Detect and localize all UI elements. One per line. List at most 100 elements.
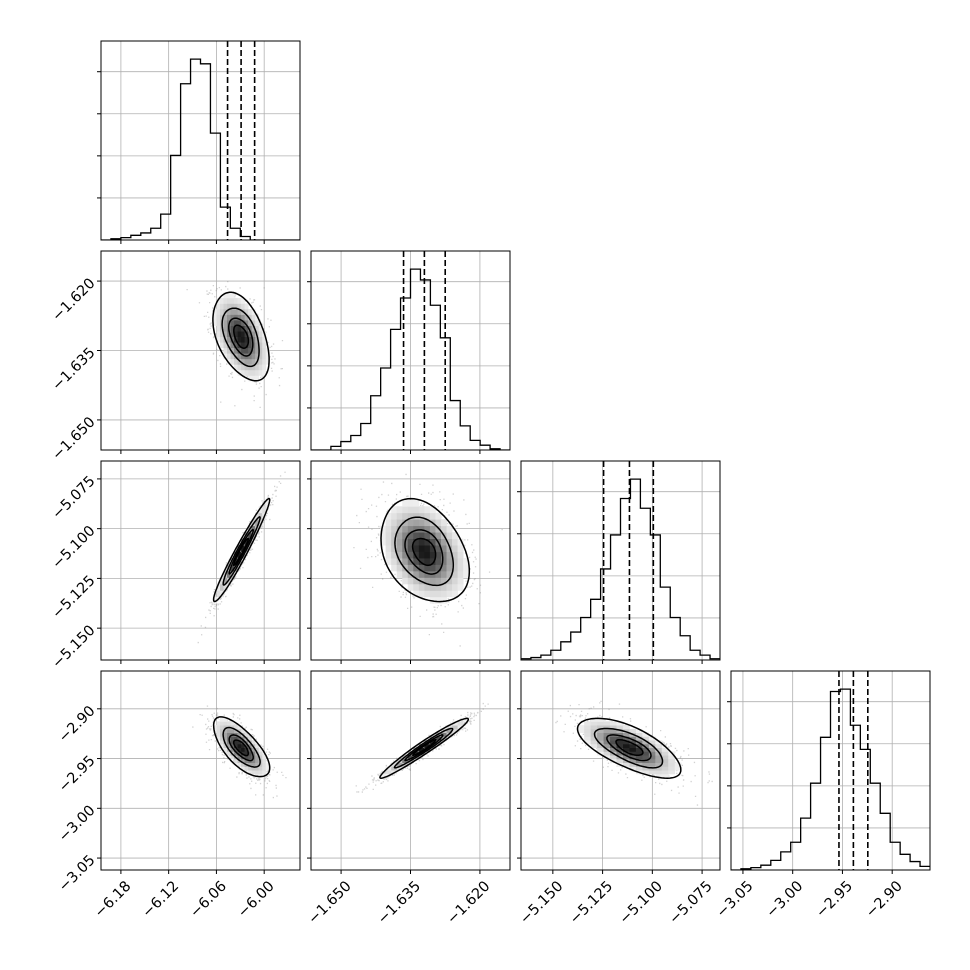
scatter-panel-p0-p3-density-cell-5-13 bbox=[223, 732, 228, 737]
scatter-panel-p0-p2-density-cell-14-14 bbox=[255, 519, 260, 527]
scatter-panel-p1-p2-density-cell-11-13 bbox=[429, 525, 436, 533]
scatter-panel-p0-p1-density-cell-12-8 bbox=[248, 342, 253, 349]
scatter-panel-p1-p2-density-cell-8-12 bbox=[413, 532, 420, 540]
scatter-panel-p2-p3-density-cell-17-5 bbox=[674, 762, 682, 767]
scatter-panel-p2-p3-density-cell-16-3 bbox=[668, 770, 676, 775]
scatter-panel-p0-p1-contour-3 bbox=[233, 324, 250, 349]
histogram-bar-p2-3 bbox=[551, 650, 561, 660]
scatter-panel-p0-p1-density-cell-11-11 bbox=[244, 325, 249, 332]
scatter-panel-p2-p3-density-cell-13-12 bbox=[648, 736, 656, 741]
scatter-panel-p0-p1-density-cell-10-4 bbox=[241, 364, 246, 371]
scatter-panel-p0-p2-density-cell-12-12 bbox=[248, 532, 253, 540]
scatter-panel-p1-p2-density-cell-15-11 bbox=[452, 538, 458, 546]
scatter-panel-p0-p1-density-cell-4-10 bbox=[219, 331, 224, 338]
scatter-panel-p0-p3-density-cell-11-11 bbox=[244, 740, 249, 745]
scatter-panel-p1-p2-contour-3 bbox=[411, 537, 437, 567]
scatter-panel-p0-p1-density-cell-7-7 bbox=[230, 347, 235, 354]
x-tick-label-p3-2: −2.95 bbox=[813, 878, 856, 921]
scatter-panel-p0-p1-density-cell-12-14 bbox=[248, 308, 253, 315]
scatter-panel-p0-p3-density-cell-16-4 bbox=[262, 766, 267, 771]
scatter-panel-p1-p2-density-cell-12-9 bbox=[435, 551, 442, 559]
scatter-panel-p0-p3-density-cell-13-5 bbox=[251, 762, 256, 767]
histogram-bar-p3-14 bbox=[870, 783, 880, 870]
scatter-panel-p0-p1-density-cell-13-5 bbox=[251, 358, 256, 365]
histogram-bar-p1-5 bbox=[361, 423, 371, 450]
scatter-panel-p1-p3-density-cell-15-15 bbox=[452, 725, 458, 730]
scatter-panel-p2-p3-density-cell-8-12 bbox=[616, 736, 624, 741]
scatter-panel-p2-p3-density-cell-4-12 bbox=[590, 736, 598, 741]
scatter-panel-p0-p1-density-cell-3-15 bbox=[216, 303, 221, 310]
scatter-panel-p2-p3-contour-1 bbox=[593, 727, 664, 769]
panel-border-p2 bbox=[520, 460, 721, 661]
scatter-panel-p1-p2-density-cell-11-16 bbox=[429, 506, 436, 514]
scatter-panel-p1-p2-density-cell-12-7 bbox=[435, 564, 442, 572]
scatter-panel-p2-p3-density-cell-10-6 bbox=[629, 758, 637, 764]
scatter-panel-p0-p2-contour-1 bbox=[222, 516, 261, 586]
scatter-panel-p1-p2-density-cell-9-13 bbox=[418, 525, 425, 533]
scatter-panel-p0-p1-density-cell-12-12 bbox=[248, 320, 253, 326]
y-tick-label-p2-0: −5.150 bbox=[49, 623, 98, 672]
histogram-bar-p2-16 bbox=[680, 636, 690, 660]
scatter-panel-p1-p2-density-cell-6-12 bbox=[402, 532, 409, 540]
scatter-panel-p2-p3-density-cell-3-16 bbox=[584, 721, 592, 726]
scatter-panel-p0-p3-density-cell-11-8 bbox=[244, 751, 249, 756]
scatter-panel-p0-p3-density-cell-14-4 bbox=[255, 766, 260, 771]
scatter-panel-p1-p2-density-cell-8-13 bbox=[413, 525, 420, 533]
scatter-panel-p1-p2-density-cell-4-10 bbox=[391, 545, 398, 552]
scatter-panel-p1-p3-density-cell-4-5 bbox=[391, 762, 398, 767]
scatter-panel-p0-p3-density-cell-17-5 bbox=[265, 762, 270, 767]
scatter-panel-p2-p3-density-cell-4-11 bbox=[590, 740, 598, 745]
scatter-panel-p1-p2-density-cell-6-14 bbox=[402, 519, 409, 527]
scatter-panel-p0-p3-density-cell-12-12 bbox=[248, 736, 253, 741]
scatter-panel-p1-p3-density-cell-7-7 bbox=[407, 755, 414, 760]
scatter-panel-p2-p3-density-cell-9-11 bbox=[622, 740, 630, 745]
histogram-bar-p3-13 bbox=[860, 749, 870, 870]
scatter-panel-p1-p2-density-cell-8-14 bbox=[413, 519, 420, 527]
scatter-panel-p0-p1-density-cell-6-17 bbox=[227, 292, 231, 299]
scatter-panel-p0-p2-content bbox=[101, 461, 300, 660]
scatter-panel-p0-p1-density-cell-11-4 bbox=[244, 364, 249, 371]
scatter-panel-p0-p1-density-cell-7-17 bbox=[230, 292, 235, 299]
histogram-panel-p2 bbox=[517, 460, 721, 661]
scatter-panel-p1-p2-density-cell-9-16 bbox=[418, 506, 425, 514]
scatter-panel-p0-p1-contour-1 bbox=[221, 307, 260, 368]
histogram-panel-p0 bbox=[97, 40, 301, 241]
scatter-panel-p2-p3-density-cell-11-5 bbox=[635, 762, 643, 767]
scatter-panel-p2-p3-density-cell-12-13 bbox=[642, 732, 650, 737]
scatter-panel-p0-p3-density-cell-13-3 bbox=[251, 770, 256, 775]
scatter-panel-p0-p3-density-cell-7-15 bbox=[230, 725, 235, 730]
scatter-panel-p1-p2-density-cell-13-7 bbox=[440, 564, 447, 572]
histogram-bar-p2-12 bbox=[640, 508, 650, 660]
scatter-panel-p0-p3-density-cell-4-13 bbox=[219, 732, 224, 737]
scatter-panel-p1-p2-density-cell-11-9 bbox=[429, 551, 436, 559]
scatter-panel-p0-p1-density-cell-8-16 bbox=[234, 297, 238, 304]
scatter-panel-p0-p3-density-cell-6-14 bbox=[227, 728, 231, 734]
scatter-panel-p0-p3-density-cell-13-6 bbox=[251, 758, 256, 764]
scatter-panel-p1-p2-density-cell-3-10 bbox=[385, 545, 392, 552]
scatter-panel-p0-p1-density-cell-2-13 bbox=[212, 314, 217, 321]
scatter-panel-p1-p3-density-cell-3-4 bbox=[385, 766, 392, 771]
scatter-panel-p2-p3-density-cell-6-7 bbox=[603, 755, 611, 760]
scatter-panel-p0-p3-density-cell-11-6 bbox=[244, 758, 249, 764]
scatter-panel-p0-p3-density-cell-13-11 bbox=[251, 740, 256, 745]
scatter-panel-p0-p3-density-cell-10-12 bbox=[241, 736, 246, 741]
x-tick-label-p3-3: −2.90 bbox=[863, 878, 906, 921]
scatter-panel-p1-p2-density-cell-2-12 bbox=[380, 532, 387, 540]
scatter-panel-p0-p2-density-cell-3-3 bbox=[216, 590, 221, 598]
scatter-panel-p2-p3-density-cell-8-15 bbox=[616, 725, 624, 730]
scatter-panel-p0-p3-density-cell-4-14 bbox=[219, 728, 224, 734]
scatter-panel-p0-p1-contour-2 bbox=[228, 317, 254, 357]
scatter-panel-p2-p3-density-cell-12-12 bbox=[642, 736, 650, 741]
scatter-panel-p2-p3-density-cell-8-13 bbox=[616, 732, 624, 737]
scatter-panel-p1-p2-density-cell-11-5 bbox=[429, 577, 436, 585]
histogram-panel-p1-content bbox=[311, 251, 510, 450]
y-tick-label-p3-1: −3.00 bbox=[56, 803, 99, 846]
scatter-panel-p2-p3-density-cell-8-9 bbox=[616, 747, 624, 752]
scatter-panel-p1-p2-density-cell-7-4 bbox=[407, 583, 414, 591]
scatter-panel-p2-p3-density-cell-16-4 bbox=[668, 766, 676, 771]
scatter-panel-p1-p2-density-cell-15-9 bbox=[452, 551, 458, 559]
scatter-panel-p1-p2-density-cell-16-9 bbox=[457, 551, 464, 559]
scatter-panel-p1-p3-density-cell-15-14 bbox=[452, 728, 458, 734]
scatter-panel-p0-p3-density-cell-12-3 bbox=[248, 770, 253, 775]
scatter-panel-p0-p2-contour-3 bbox=[232, 537, 250, 567]
